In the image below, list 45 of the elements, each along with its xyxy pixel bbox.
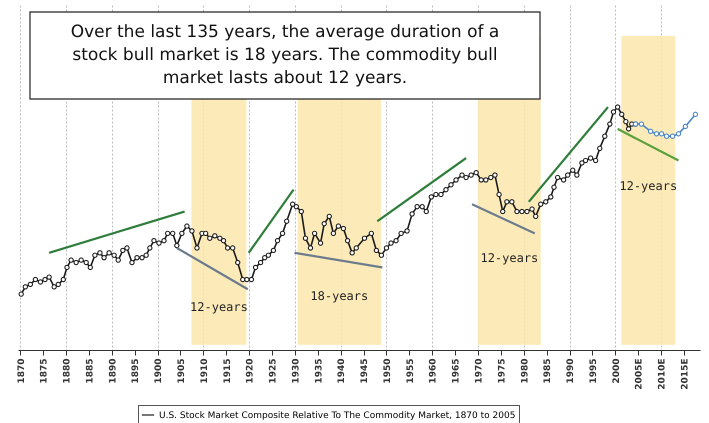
annotation: 12-years: [480, 251, 538, 265]
point: [648, 128, 654, 134]
x-tick-label: 1900: [154, 358, 164, 384]
x-tick-label: 1960: [428, 358, 439, 384]
x-tick-label: 1875: [40, 358, 50, 384]
x-tick-label: 1975: [497, 358, 508, 384]
x-tick-label: 1950: [382, 358, 393, 384]
legend-label: U.S. Stock Market Composite Relative To The Commodity Market, 1870 to 2005: [159, 411, 516, 421]
x-tick-label: 1915: [222, 358, 233, 384]
x-tick-label: 1870: [16, 358, 27, 384]
x-tick-label: 1965: [452, 358, 462, 384]
x-tick-label: 1895: [131, 358, 142, 384]
x-tick-label: 1935: [314, 358, 324, 384]
x-tick-label: 1995: [588, 358, 599, 384]
x-tick-label: 2010E: [658, 358, 668, 390]
x-tick-label: 1920: [246, 358, 256, 384]
point: [670, 134, 676, 139]
x-tick-label: 1980: [520, 358, 530, 384]
x-tick-label: 1930: [291, 358, 302, 384]
point: [654, 131, 660, 136]
x-tick-label: 1885: [85, 358, 96, 384]
x-tick-label: 2000: [612, 358, 622, 384]
x-tick-label: 1955: [406, 358, 416, 384]
point: [692, 112, 698, 117]
x-tick-label: 2015E: [680, 358, 690, 390]
x-tick-label: 1925: [268, 358, 279, 384]
x-tick-label: 2005E: [634, 358, 645, 390]
x-tick-label: 1970: [474, 358, 485, 384]
annotation: 12-years: [190, 300, 248, 314]
x-tick-label: 1905: [176, 358, 187, 384]
x-tick-label: 1990: [566, 358, 576, 384]
x-tick-label: 1985: [543, 358, 554, 384]
point: [682, 124, 688, 130]
point: [638, 121, 644, 127]
point: [658, 131, 664, 136]
x-tick-label: 1880: [62, 358, 73, 384]
x-tick-label: 1910: [200, 358, 210, 384]
point: [664, 134, 670, 139]
x-tick-label: 1940: [337, 358, 348, 384]
text: Over the last 135 years, the average duration of a stock bull market is 18 years. The commodity bull market lasts about 12 years.: [70, 22, 500, 88]
point: [676, 131, 682, 136]
annotation: 18-years: [310, 289, 368, 303]
x-tick-label: 1945: [360, 358, 370, 384]
x-tick-label: 1890: [108, 358, 118, 384]
annotation: 12-years: [619, 179, 678, 193]
